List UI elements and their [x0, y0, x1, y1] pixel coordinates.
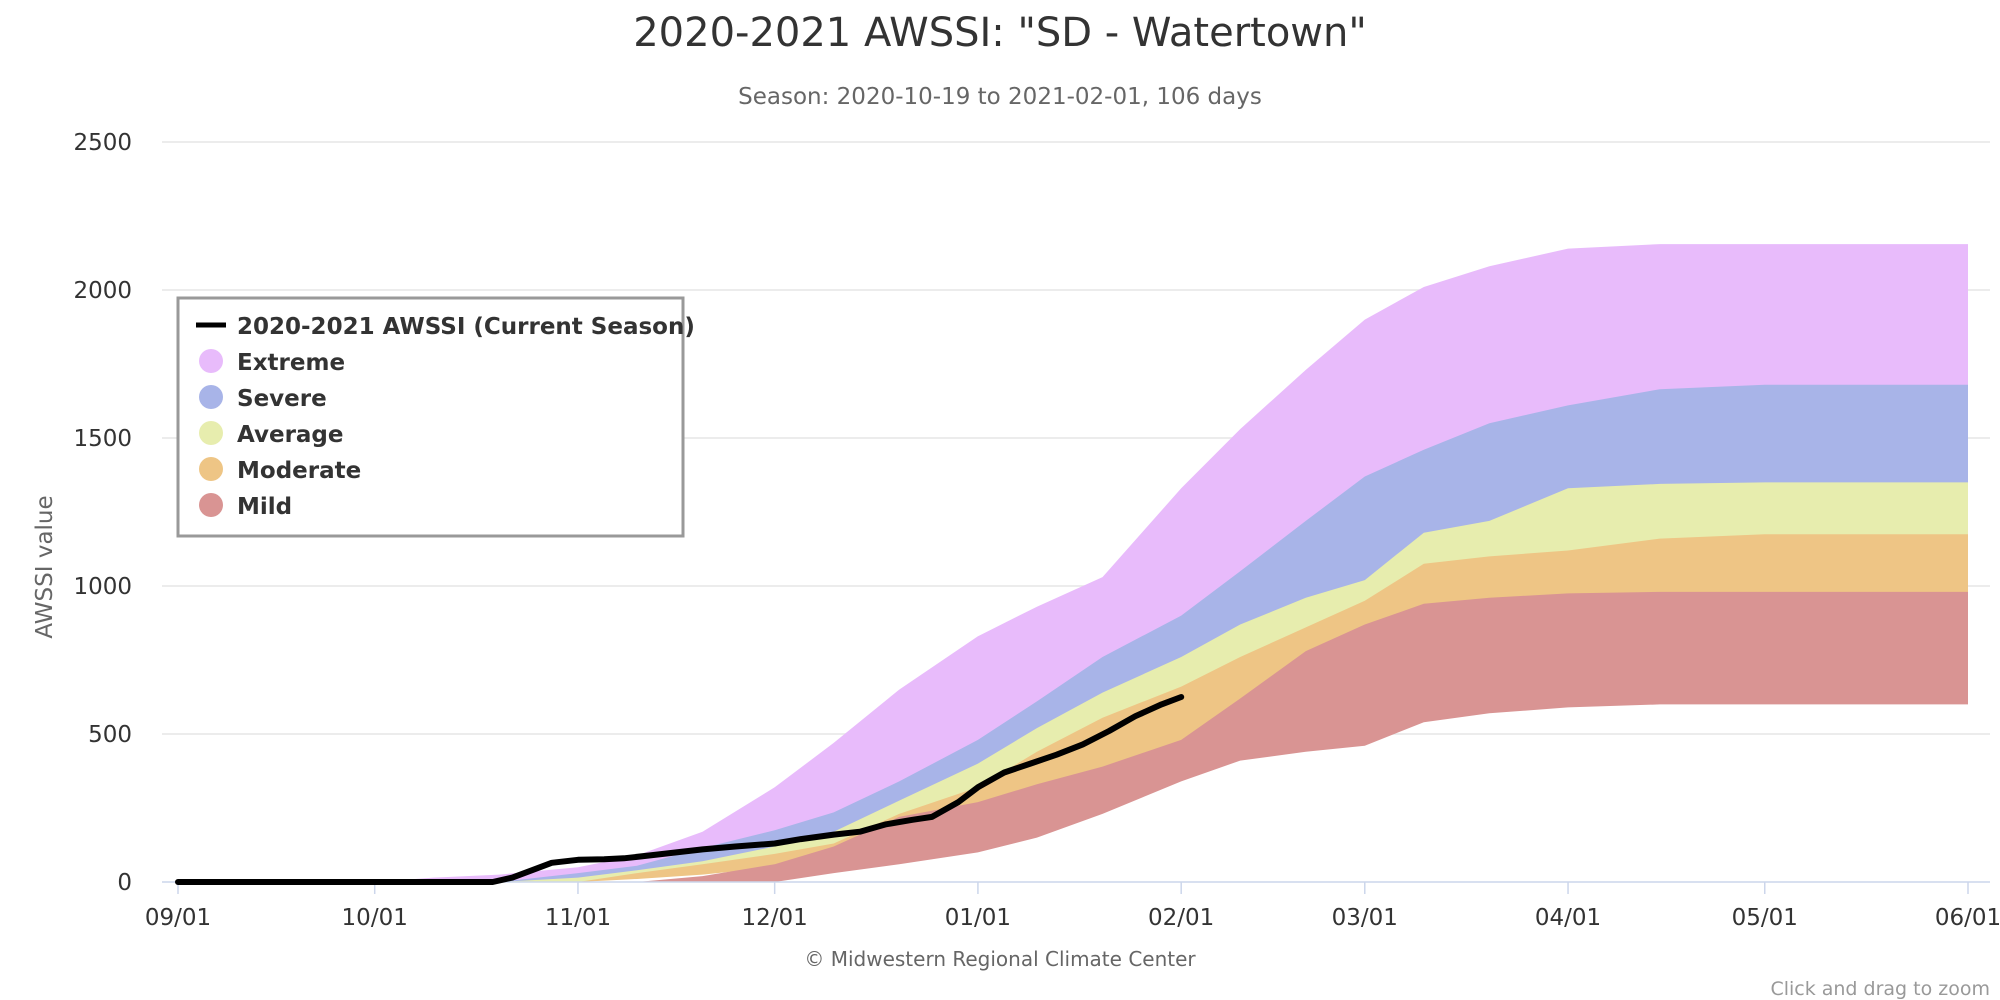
y-tick-label: 2000: [73, 278, 132, 304]
legend-item-mild[interactable]: Mild: [199, 493, 292, 520]
x-tick-label: 01/01: [945, 905, 1011, 931]
legend-box: [176, 296, 685, 538]
legend-label-average: Average: [237, 422, 344, 448]
legend-symbol-mild: [199, 493, 223, 517]
y-tick-label: 500: [88, 722, 132, 748]
x-tick-label: 12/01: [742, 905, 808, 931]
legend-symbol-average: [199, 421, 223, 445]
y-axis-ticks: 0 500 1000 1500 2000 2500: [73, 130, 132, 896]
y-tick-label: 1000: [73, 574, 132, 600]
current-season-series[interactable]: [175, 694, 1185, 885]
legend-symbol-severe: [199, 385, 223, 409]
y-tick-label: 2500: [73, 130, 132, 156]
band-mild[interactable]: [178, 591, 1968, 882]
legend-label-mild: Mild: [237, 494, 292, 520]
legend[interactable]: 2020-2021 AWSSI (Current Season) Extreme…: [176, 296, 695, 538]
legend-label-moderate: Moderate: [237, 458, 361, 484]
zoom-hint: Click and drag to zoom: [1770, 978, 1990, 1000]
y-axis-title: AWSSI value: [32, 495, 58, 638]
y-tick-label: 1500: [73, 426, 132, 452]
legend-label-current-season: 2020-2021 AWSSI (Current Season): [237, 314, 695, 340]
legend-symbol-extreme: [199, 349, 223, 373]
legend-label-severe: Severe: [237, 386, 327, 412]
x-tick-label: 06/01: [1935, 905, 2000, 931]
x-tick-label: 11/01: [545, 905, 611, 931]
chart-title: 2020-2021 AWSSI: "SD - Watertown": [633, 10, 1367, 56]
x-axis-ticks: 09/01 10/01 11/01 12/01 01/01 02/01 03/01 04/01…: [145, 882, 2000, 931]
legend-item-severe[interactable]: Severe: [199, 385, 327, 412]
x-tick-label: 10/01: [342, 905, 408, 931]
legend-item-moderate[interactable]: Moderate: [199, 457, 361, 484]
series-line-current-season[interactable]: [175, 694, 1185, 885]
x-tick-label: 04/01: [1535, 905, 1601, 931]
chart-credit[interactable]: © Midwestern Regional Climate Center: [804, 947, 1196, 971]
x-tick-label: 05/01: [1732, 905, 1798, 931]
chart-subtitle: Season: 2020-10-19 to 2021-02-01, 106 da…: [738, 84, 1262, 110]
legend-label-extreme: Extreme: [237, 350, 345, 376]
band-extreme[interactable]: [178, 244, 1968, 883]
legend-item-extreme[interactable]: Extreme: [199, 349, 345, 376]
y-tick-label: 0: [117, 870, 132, 896]
x-tick-label: 03/01: [1332, 905, 1398, 931]
legend-item-average[interactable]: Average: [199, 421, 344, 448]
x-tick-label: 09/01: [145, 905, 211, 931]
legend-item-current-season[interactable]: 2020-2021 AWSSI (Current Season): [196, 314, 695, 340]
x-tick-label: 02/01: [1148, 905, 1214, 931]
legend-symbol-moderate: [199, 457, 223, 481]
percentile-bands: [178, 244, 1968, 883]
